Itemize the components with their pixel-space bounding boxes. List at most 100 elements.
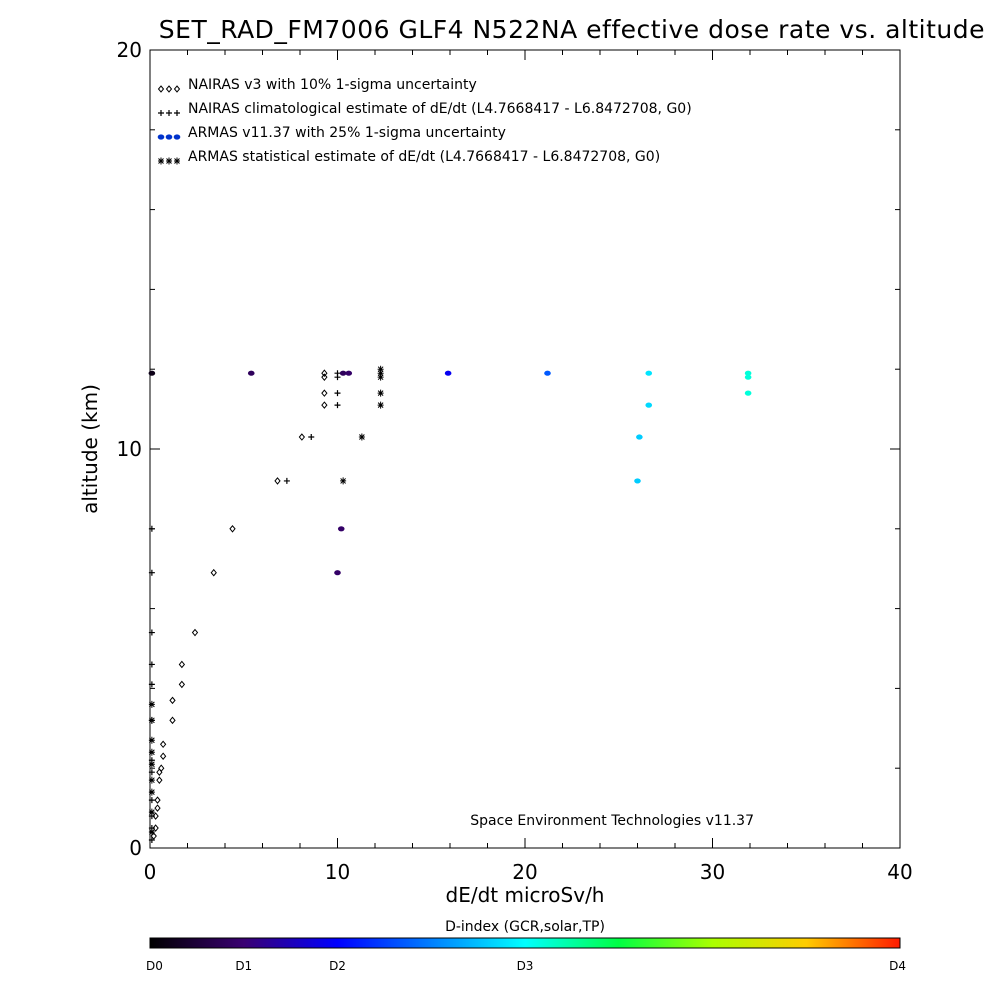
legend-marker — [173, 85, 181, 93]
colorbar-label: D0 — [146, 959, 163, 973]
legend-marker — [157, 85, 165, 93]
data-point — [334, 570, 341, 576]
data-point — [636, 434, 643, 440]
x-tick-label: 30 — [700, 860, 725, 884]
y-tick-label: 10 — [117, 437, 142, 461]
data-point — [148, 736, 155, 744]
x-tick-label: 0 — [144, 860, 157, 884]
colorbar-label: D2 — [329, 959, 346, 973]
data-point — [148, 681, 155, 688]
y-axis-label: altitude (km) — [78, 384, 102, 514]
data-point — [377, 369, 384, 377]
legend-marker — [157, 134, 165, 140]
data-point — [321, 389, 328, 397]
data-points — [148, 365, 752, 844]
data-point — [337, 526, 345, 532]
data-point — [159, 740, 167, 749]
legend-label: NAIRAS climatological estimate of dE/dt … — [188, 101, 692, 117]
data-point — [377, 373, 384, 381]
data-point — [308, 434, 315, 441]
colorbar-title: D-index (GCR,solar,TP) — [445, 919, 605, 935]
data-point — [321, 373, 328, 381]
data-point — [377, 365, 384, 373]
data-point — [169, 696, 176, 705]
y-tick-label: 20 — [117, 38, 142, 62]
data-point — [152, 812, 159, 820]
data-point — [148, 828, 155, 836]
data-point — [247, 370, 255, 376]
legend-marker — [174, 157, 180, 165]
data-point — [148, 661, 155, 668]
data-point — [334, 390, 341, 397]
data-point — [321, 369, 328, 377]
data-point — [744, 374, 752, 380]
data-point — [191, 628, 199, 637]
y-tick-label: 0 — [129, 836, 142, 860]
colorbar-label: D3 — [517, 959, 534, 973]
legend-label: ARMAS v11.37 with 25% 1-sigma uncertaint… — [188, 125, 506, 141]
data-point — [148, 716, 155, 724]
data-point — [377, 401, 384, 409]
colorbar-label: D4 — [889, 959, 906, 973]
legend-entry: ARMAS v11.37 with 25% 1-sigma uncertaint… — [157, 125, 506, 141]
data-point — [148, 837, 155, 844]
legend-entry: NAIRAS climatological estimate of dE/dt … — [158, 101, 692, 117]
data-point — [148, 776, 155, 784]
data-point — [148, 370, 156, 376]
x-axis-label: dE/dt microSv/h — [446, 883, 605, 907]
data-point — [544, 370, 551, 376]
data-point — [744, 370, 752, 376]
data-point — [744, 390, 752, 396]
data-point — [334, 402, 341, 409]
data-point — [148, 797, 155, 804]
data-point — [152, 824, 159, 832]
data-point — [377, 389, 384, 397]
data-point — [345, 370, 353, 376]
data-point — [358, 433, 365, 441]
series-3 — [148, 370, 752, 576]
data-point — [178, 660, 186, 669]
data-point — [339, 370, 347, 376]
series-2 — [148, 370, 341, 844]
data-point — [645, 402, 653, 408]
data-point — [283, 477, 290, 484]
data-point — [159, 752, 167, 761]
data-point — [340, 477, 347, 485]
data-point — [148, 569, 155, 576]
data-point — [148, 760, 155, 768]
legend-marker — [173, 134, 181, 140]
series-1 — [150, 369, 328, 840]
legend-entry: ARMAS statistical estimate of dE/dt (L4.… — [158, 149, 660, 165]
x-tick-label: 40 — [887, 860, 912, 884]
legend-label: ARMAS statistical estimate of dE/dt (L4.… — [188, 149, 660, 165]
legend-marker — [165, 85, 173, 93]
colorbar — [149, 937, 901, 949]
data-point — [274, 477, 281, 485]
data-point — [334, 370, 341, 377]
credit-annotation: Space Environment Technologies v11.37 — [470, 813, 754, 829]
data-point — [298, 433, 306, 441]
axis-tick-labels: 0 10 20 30 40 0 10 20 — [117, 38, 913, 884]
legend-marker — [158, 157, 164, 165]
data-point — [634, 478, 641, 484]
data-point — [444, 370, 452, 376]
legend-label: NAIRAS v3 with 10% 1-sigma uncertainty — [188, 77, 477, 93]
data-point — [154, 796, 161, 804]
legend-marker — [158, 110, 164, 116]
axis-ticks — [149, 49, 901, 849]
data-point — [156, 768, 163, 776]
x-tick-label: 10 — [325, 860, 350, 884]
data-point — [229, 525, 236, 533]
legend-marker — [174, 110, 180, 116]
data-point — [148, 788, 155, 796]
data-point — [154, 804, 161, 812]
x-tick-label: 20 — [512, 860, 537, 884]
data-point — [148, 748, 155, 756]
data-point — [169, 716, 176, 725]
data-point — [148, 525, 155, 532]
colorbar-labels: D0 D1 D2 D3 D4 — [146, 959, 906, 973]
data-point — [645, 370, 653, 376]
data-point — [210, 568, 217, 577]
data-point — [148, 808, 155, 816]
